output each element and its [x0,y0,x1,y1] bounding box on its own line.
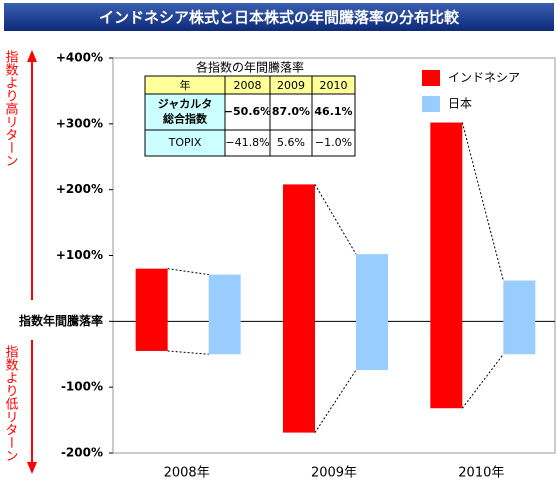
connector [167,350,209,355]
table-header: 2010 [320,79,348,92]
y-tick-label: +200% [56,182,103,196]
x-tick-label: 2008年 [164,466,210,481]
x-tick-label: 2009年 [311,466,357,481]
table-value: −41.8% [225,136,269,149]
range-bar [283,184,315,433]
upper-annotation: 指数より高リターン [3,50,19,167]
table-cell [224,93,271,131]
range-bar [208,274,241,355]
range-bar [135,268,168,351]
connector [314,184,357,255]
table-row-name: 総合指数 [163,112,208,126]
y-tick-label: -100% [61,380,103,394]
table-cell [269,129,313,157]
x-tick-label: 2010年 [458,466,504,481]
table-value: −50.6% [224,105,271,118]
y-tick-label: +300% [56,116,103,130]
legend-label: インドネシア [448,71,520,85]
table-header: 2009 [277,79,305,92]
y-tick-label: 指数年間騰落率 [19,313,103,328]
title-banner [4,3,554,31]
table-cell [311,129,356,157]
y-tick-label: +400% [56,51,103,65]
table-value: −1.0% [315,136,352,149]
table-row-name: TOPIX [168,136,202,149]
table-cell [269,93,313,131]
table-value: 87.0% [272,105,310,118]
table-row-name: ジャカルタ [158,98,212,111]
y-tick-label: -200% [61,446,103,460]
connector [461,353,504,409]
range-bar [430,122,463,409]
legend-swatch [422,96,440,112]
y-tick-label: +100% [56,248,103,262]
range-bar [503,280,536,355]
table-value: 46.1% [314,105,352,118]
down-arrow-head [27,462,37,474]
connector [167,268,209,276]
connector [314,369,357,433]
table-header: 年 [180,78,191,92]
lower-annotation: 指数より低リターン [3,345,19,462]
table-header: 2008 [234,79,262,92]
table-cell [144,93,226,131]
legend-swatch [422,70,440,86]
chart-title: インドネシア株式と日本株式の年間騰落率の分布比較 [99,9,460,27]
connector [461,122,504,281]
table-cell [224,129,271,157]
range-bar [356,254,388,371]
table-title: 各指数の年間騰落率 [196,60,304,75]
up-arrow-head [27,50,37,62]
table-value: 5.6% [277,136,305,149]
legend-label: 日本 [448,97,472,111]
